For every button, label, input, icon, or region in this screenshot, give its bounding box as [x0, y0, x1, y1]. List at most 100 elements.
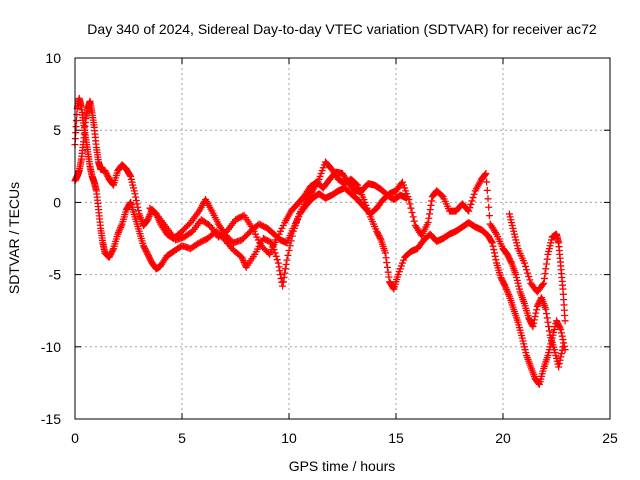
data-point [539, 281, 547, 289]
x-tick-label: 25 [602, 430, 618, 446]
data-point [525, 273, 533, 281]
x-axis-label: GPS time / hours [289, 458, 396, 474]
data-point [109, 180, 117, 188]
data-point [132, 196, 140, 204]
series-2 [71, 97, 567, 371]
data-point [545, 323, 553, 331]
data-point [382, 254, 390, 262]
data-point [485, 212, 493, 220]
data-point [529, 323, 537, 331]
data-point [276, 271, 284, 279]
data-point [409, 213, 417, 221]
data-point [532, 309, 540, 317]
y-tick-label: 5 [53, 122, 61, 138]
data-point [381, 249, 389, 257]
data-point [126, 171, 134, 179]
data-point [134, 207, 142, 215]
data-point [530, 319, 538, 327]
data-point [132, 193, 140, 201]
data-point [540, 274, 548, 282]
data-point [488, 238, 496, 246]
data-point [481, 170, 489, 178]
data-point [467, 200, 475, 208]
data-points [71, 94, 569, 388]
data-point [376, 235, 384, 242]
data-point [109, 246, 117, 254]
y-tick-label: 10 [45, 50, 61, 66]
data-point [521, 262, 529, 270]
data-point [406, 200, 414, 208]
data-point [488, 239, 496, 247]
data-point [276, 267, 284, 275]
data-point [533, 306, 541, 314]
x-tick-label: 20 [495, 430, 511, 446]
data-point [555, 363, 563, 371]
data-point [72, 129, 80, 137]
data-point [544, 318, 552, 326]
data-point [426, 206, 434, 214]
data-point [273, 256, 281, 264]
data-point [523, 266, 531, 274]
data-point [555, 360, 563, 368]
data-point [483, 186, 491, 194]
data-point [490, 249, 498, 257]
data-point [558, 346, 566, 354]
data-point [383, 263, 391, 271]
y-axis-label: SDTVAR / TECUs [6, 182, 22, 294]
data-point [410, 217, 418, 225]
data-point [272, 252, 280, 260]
data-point [541, 270, 549, 278]
plot-frame [74, 57, 611, 420]
data-point [72, 117, 80, 125]
data-point [483, 178, 491, 186]
x-tick-label: 0 [71, 430, 79, 446]
y-tick-label: -10 [41, 339, 61, 355]
chart-title: Day 340 of 2024, Sidereal Day-to-day VTE… [87, 21, 597, 37]
data-point [465, 207, 473, 215]
x-tick-label: 5 [178, 430, 186, 446]
data-point [543, 314, 551, 322]
x-tick-label: 10 [281, 430, 297, 446]
data-point [271, 249, 279, 257]
data-point [469, 194, 477, 202]
data-point [275, 263, 283, 271]
data-point [425, 214, 433, 222]
data-point [274, 259, 282, 267]
data-point [279, 278, 287, 286]
data-point [281, 269, 289, 277]
data-point [490, 246, 498, 254]
data-point [427, 201, 435, 209]
y-tick-label: -15 [41, 411, 61, 427]
data-point [520, 259, 528, 267]
data-point [279, 282, 287, 290]
data-point [283, 256, 291, 264]
data-point [470, 190, 478, 198]
x-tick-label: 15 [388, 430, 404, 446]
data-point [543, 255, 551, 263]
data-point [408, 209, 416, 217]
data-point [424, 219, 432, 227]
series-3 [146, 168, 569, 325]
data-point [557, 325, 565, 333]
data-point [557, 329, 565, 337]
data-point [485, 203, 493, 211]
data-point [558, 332, 566, 340]
data-point [543, 310, 551, 318]
grid-lines [75, 58, 610, 419]
data-point [560, 339, 568, 347]
data-point [559, 343, 567, 351]
data-point [484, 195, 492, 203]
data-point [491, 252, 499, 260]
data-point [543, 260, 551, 268]
data-point [530, 316, 538, 324]
data-point [384, 268, 392, 276]
data-point [545, 327, 553, 335]
y-tick-label: -5 [49, 267, 62, 283]
data-point [492, 256, 500, 264]
data-point [542, 265, 550, 273]
data-point [526, 276, 534, 284]
data-point [385, 273, 393, 281]
data-point [557, 353, 565, 361]
